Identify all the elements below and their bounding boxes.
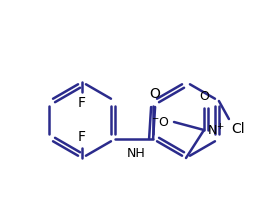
Text: O: O [199,90,209,103]
Text: F: F [78,130,86,144]
Text: NH: NH [127,147,145,160]
Text: F: F [78,96,86,110]
Text: $^{-}$O: $^{-}$O [151,116,170,129]
Text: N$^{+}$: N$^{+}$ [207,123,225,139]
Text: O: O [150,87,161,101]
Text: Cl: Cl [231,122,244,136]
